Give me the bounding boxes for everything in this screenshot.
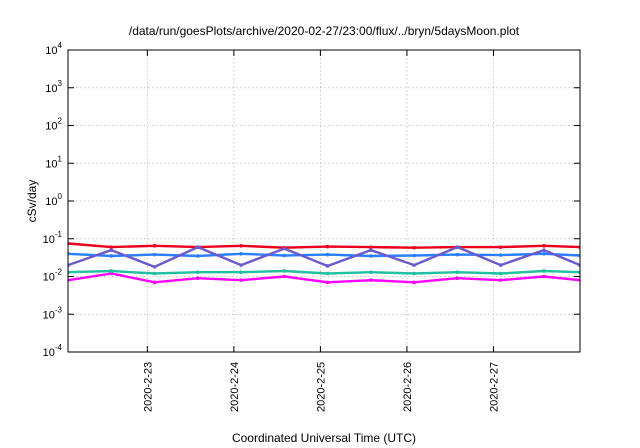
y-tick-label: 10-4 [43,343,63,359]
chart-title: /data/run/goesPlots/archive/2020-02-27/2… [129,24,520,38]
series-4-point [239,270,243,274]
series-1-point [109,271,114,276]
series-5-point [542,248,546,252]
series-5-point [455,245,460,249]
y-tick-label: 10-3 [43,305,63,321]
series-line-5 [68,245,580,269]
series-5-point [152,265,157,269]
series-3-point [152,252,157,257]
series-5-point [109,248,114,252]
series-2-point [412,245,416,250]
y-axis-label: cSv/day [25,180,39,223]
series-3-point [542,251,546,256]
series-1-point [325,280,330,285]
series-5-point [196,245,200,249]
series-4-point [109,269,114,273]
series-1-point [152,280,157,285]
series-2-point [152,244,157,248]
x-axis: 2020-2-23 2020-2-24 2020-2-25 2020-2-26 2020… [142,50,500,412]
series-1-point [455,276,460,281]
series-4-point [542,269,546,273]
series-1-point [412,280,416,285]
series-3-point [325,252,330,257]
series-5-point [325,264,330,268]
series-2-point [498,245,503,249]
series-3-point [109,254,114,258]
series-line-3 [68,252,580,258]
series-5-point [369,248,373,252]
y-tick-label: 10-2 [43,268,63,284]
series-3-point [412,253,416,258]
series-1-point [542,274,546,279]
y-axis: 10-4 10-3 10-2 10-1 100 101 102 103 104 [43,41,580,359]
series-1-point [498,278,503,282]
series-4-point [282,269,287,273]
series-line-2 [68,242,580,249]
y-tick-label: 10-1 [43,230,63,246]
series-1-point [282,274,287,279]
y-tick-label: 101 [45,154,62,170]
series-1-point [239,278,243,282]
series-5-point [412,263,416,267]
x-tick-label: 2020-2-26 [402,362,414,412]
series-2-point [239,244,243,248]
series-4-point [498,271,503,276]
series-line-4 [68,269,580,275]
grid [68,50,580,352]
series-5-point [498,263,503,267]
series-4-point [325,271,330,276]
y-tick-label: 100 [45,192,62,208]
x-axis-label: Coordinated Universal Time (UTC) [232,431,416,445]
series-4-point [196,270,200,274]
series-5-point [282,246,287,251]
series-layer [68,241,580,285]
series-2-point [325,244,330,249]
series-3-point [282,253,287,258]
series-4-point [152,271,157,276]
x-tick-label: 2020-2-24 [229,362,241,412]
series-3-point [369,254,373,258]
series-line-1 [68,272,580,284]
series-2-point [369,245,373,249]
series-4-point [369,270,373,274]
series-4-point [455,270,460,274]
y-tick-label: 102 [45,117,62,133]
y-tick-label: 104 [45,41,62,57]
series-1-point [369,278,373,282]
series-4-point [412,271,416,276]
x-tick-label: 2020-2-27 [488,362,500,412]
x-tick-label: 2020-2-23 [142,362,154,412]
series-3-point [239,251,243,256]
y-tick-label: 103 [45,79,62,95]
series-3-point [498,253,503,257]
x-tick-label: 2020-2-25 [315,362,327,412]
series-2-point [109,245,114,249]
series-3-point [455,252,460,257]
series-1-point [196,276,200,281]
series-2-point [542,244,546,248]
series-3-point [196,254,200,258]
series-5-point [239,263,243,267]
